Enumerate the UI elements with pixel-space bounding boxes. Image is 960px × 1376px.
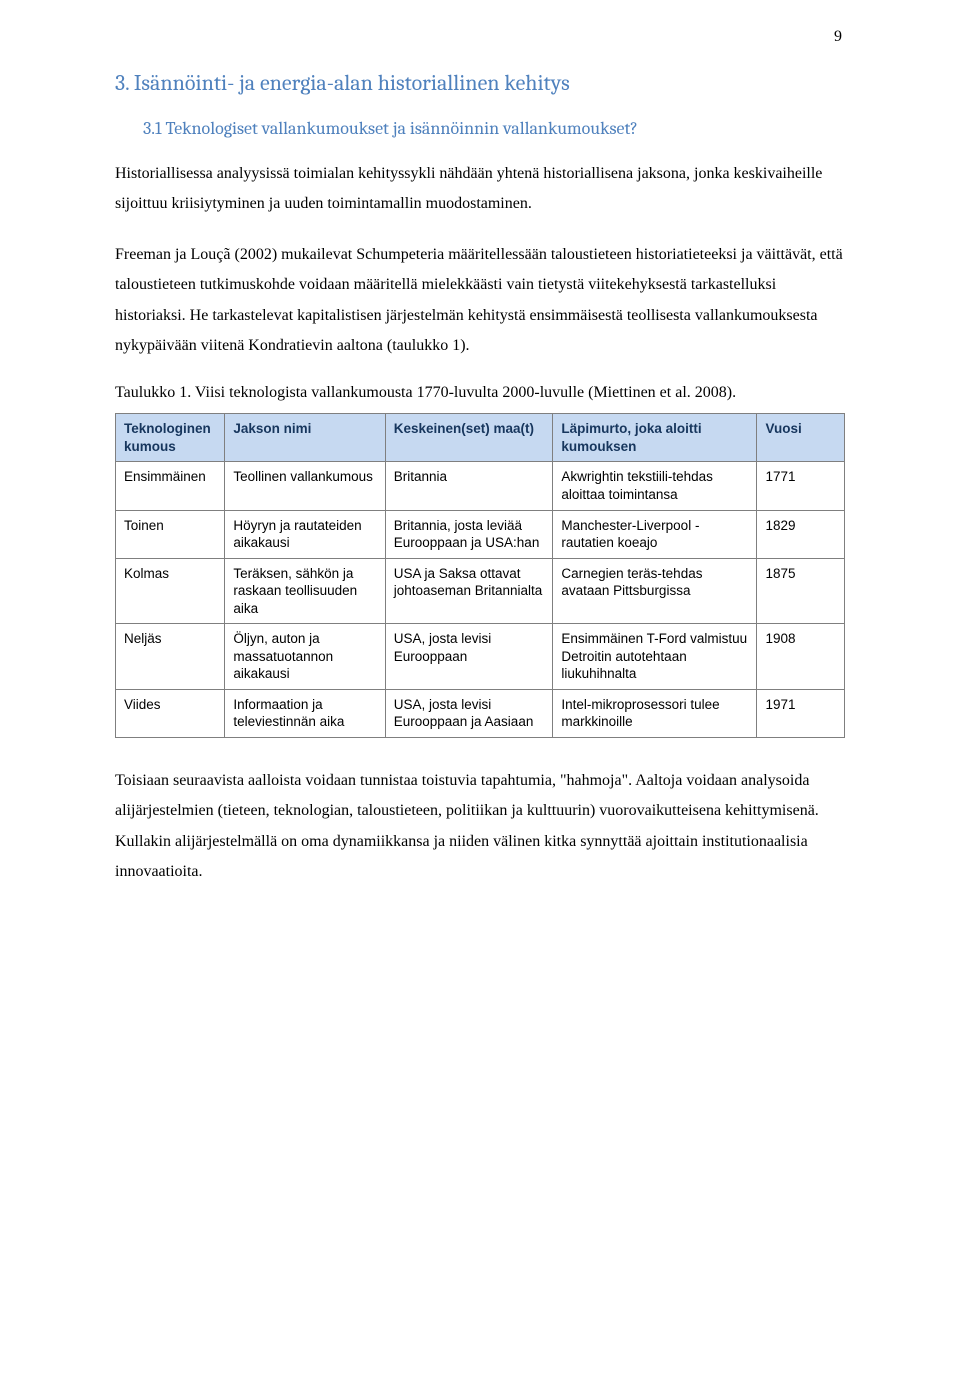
page-number: 9 [834, 28, 842, 46]
revolutions-table: Teknologinen kumous Jakson nimi Keskeine… [115, 413, 845, 738]
table-cell: USA, josta levisi Eurooppaan [385, 624, 553, 690]
table-cell: Britannia, josta leviää Eurooppaan ja US… [385, 510, 553, 558]
subsection-heading: 3.1 Teknologiset vallankumoukset ja isän… [143, 118, 845, 139]
table-caption: Taulukko 1. Viisi teknologista vallankum… [115, 381, 845, 405]
table-cell: Öljyn, auton ja massatuotannon aikakausi [225, 624, 385, 690]
table-cell: Teräksen, sähkön ja raskaan teollisuuden… [225, 558, 385, 624]
page: 9 3. Isännöinti- ja energia-alan histori… [0, 0, 960, 948]
table-header-cell: Vuosi [757, 414, 845, 462]
table-cell: 1971 [757, 689, 845, 737]
table-cell: USA, josta levisi Eurooppaan ja Aasiaan [385, 689, 553, 737]
table-row: Ensimmäinen Teollinen vallankumous Brita… [116, 462, 845, 510]
paragraph-1: Historiallisessa analyysissä toimialan k… [115, 159, 845, 220]
paragraph-3: Toisiaan seuraavista aalloista voidaan t… [115, 766, 845, 888]
table-cell: 1829 [757, 510, 845, 558]
table-cell: Viides [116, 689, 225, 737]
table-header-row: Teknologinen kumous Jakson nimi Keskeine… [116, 414, 845, 462]
table-cell: Britannia [385, 462, 553, 510]
table-cell: 1771 [757, 462, 845, 510]
table-header-cell: Teknologinen kumous [116, 414, 225, 462]
table-header-cell: Läpimurto, joka aloitti kumouksen [553, 414, 757, 462]
table-header-cell: Keskeinen(set) maa(t) [385, 414, 553, 462]
table-cell: Informaation ja televiestinnän aika [225, 689, 385, 737]
section-heading: 3. Isännöinti- ja energia-alan historial… [115, 70, 845, 96]
table-cell: Ensimmäinen T-Ford valmistuu Detroitin a… [553, 624, 757, 690]
table-cell: Intel-mikroprosessori tulee markkinoille [553, 689, 757, 737]
table-cell: Neljäs [116, 624, 225, 690]
table-header-cell: Jakson nimi [225, 414, 385, 462]
table-cell: Akwrightin tekstiili-tehdas aloittaa toi… [553, 462, 757, 510]
table-row: Kolmas Teräksen, sähkön ja raskaan teoll… [116, 558, 845, 624]
paragraph-2: Freeman ja Louçã (2002) mukailevat Schum… [115, 240, 845, 362]
table-row: Toinen Höyryn ja rautateiden aikakausi B… [116, 510, 845, 558]
table-cell: Carnegien teräs-tehdas avataan Pittsburg… [553, 558, 757, 624]
table-cell: 1875 [757, 558, 845, 624]
table-cell: 1908 [757, 624, 845, 690]
table-cell: Manchester-Liverpool -rautatien koeajo [553, 510, 757, 558]
table-cell: Höyryn ja rautateiden aikakausi [225, 510, 385, 558]
table-cell: Teollinen vallankumous [225, 462, 385, 510]
table-cell: Ensimmäinen [116, 462, 225, 510]
table-cell: Kolmas [116, 558, 225, 624]
table-cell: USA ja Saksa ottavat johtoaseman Britann… [385, 558, 553, 624]
table-row: Neljäs Öljyn, auton ja massatuotannon ai… [116, 624, 845, 690]
table-row: Viides Informaation ja televiestinnän ai… [116, 689, 845, 737]
table-cell: Toinen [116, 510, 225, 558]
